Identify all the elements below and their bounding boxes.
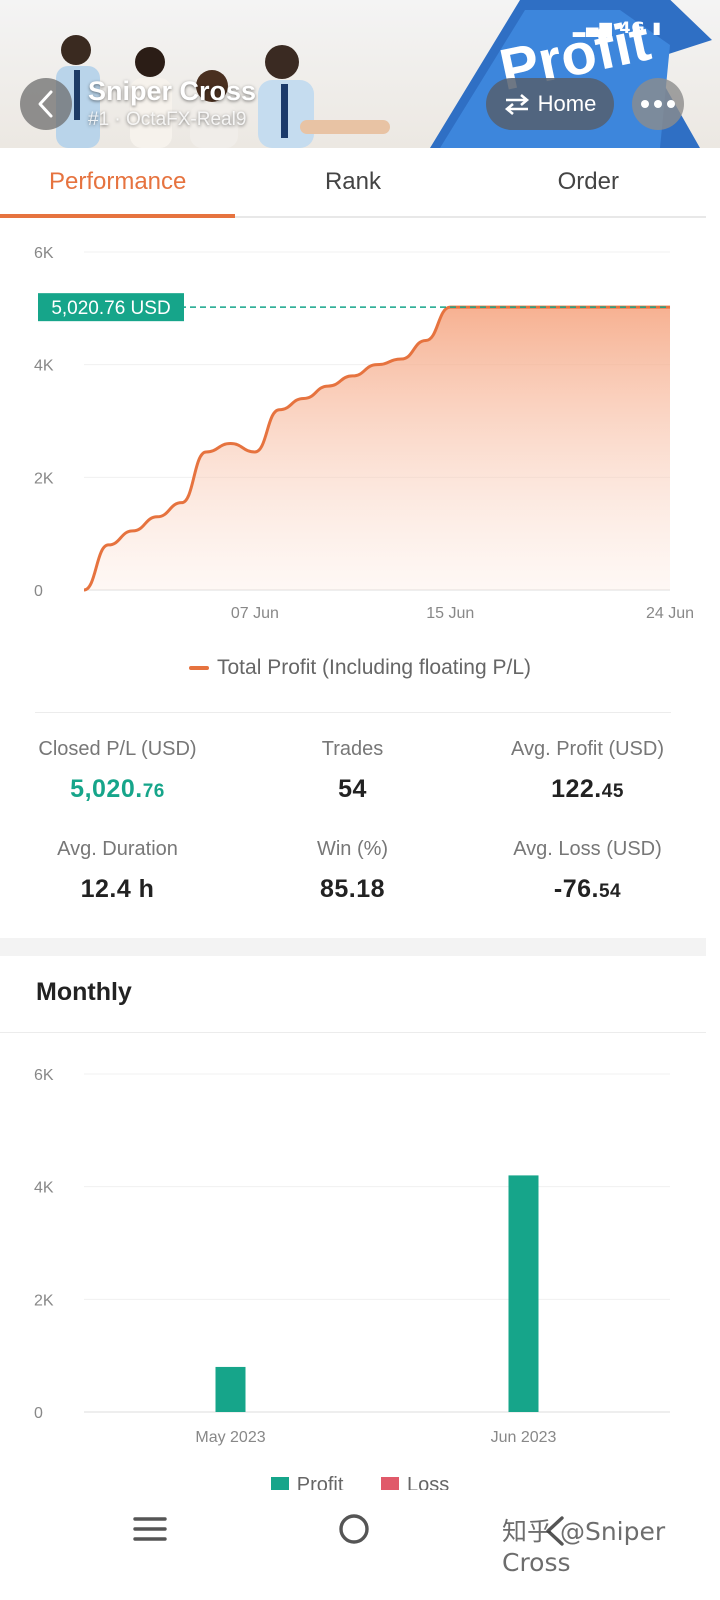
stat-label: Trades xyxy=(321,738,384,760)
stat-label: Avg. Profit (USD) xyxy=(511,738,664,760)
y-tick-label: 6K xyxy=(34,1067,54,1084)
stat-label: Avg. Loss (USD) xyxy=(513,838,662,860)
back-button[interactable] xyxy=(20,78,72,130)
x-tick-label: 24 Jun xyxy=(646,605,694,622)
stat-trades: Trades 54 xyxy=(235,738,470,804)
switch-arrows-icon xyxy=(504,94,529,115)
section-divider xyxy=(35,712,671,713)
header-banner: Profit ▂▄▆ 4G ▮ Sniper Cross #1 · OctaFX… xyxy=(0,0,720,148)
watermark: 知乎 @Sniper Cross xyxy=(502,1517,666,1577)
value-int: -76. xyxy=(553,875,599,903)
monthly-bar-chart: 0 2K 4K 6K May 2023 Jun 2023 xyxy=(34,1067,670,1446)
stat-value: 12.4 h xyxy=(80,875,155,903)
status-bar: ▂▄▆ 4G ▮ xyxy=(573,18,662,37)
stat-avg-loss: Avg. Loss (USD) -76.54 xyxy=(470,838,705,904)
tab-performance[interactable]: Performance xyxy=(0,148,236,218)
y-tick-label: 0 xyxy=(34,1405,43,1422)
line-chart-legend: Total Profit (Including floating P/L) xyxy=(0,656,720,680)
home-circle-icon[interactable] xyxy=(337,1512,371,1546)
y-tick-label: 4K xyxy=(34,358,54,375)
monthly-section-title: Monthly xyxy=(36,978,132,1006)
value-int: 122. xyxy=(551,775,602,803)
strategy-account: #1 · OctaFX-Real9 xyxy=(88,109,247,130)
bar-chart-legend: Profit Loss xyxy=(0,1474,720,1490)
more-dots-icon xyxy=(641,100,675,108)
strategy-name: Sniper Cross xyxy=(88,76,257,106)
more-button[interactable] xyxy=(632,78,684,130)
legend-swatch-loss xyxy=(381,1476,399,1490)
stat-closed-pl: Closed P/L (USD) 5,020.76 xyxy=(0,738,235,804)
section-separator xyxy=(0,938,706,956)
legend-label-profit: Profit xyxy=(296,1474,344,1490)
stat-avg-profit: Avg. Profit (USD) 122.45 xyxy=(470,738,705,804)
bar-profit xyxy=(215,1366,246,1412)
x-tick-label: 15 Jun xyxy=(426,605,474,622)
legend-swatch-total-profit xyxy=(189,666,209,671)
y-tick-label: 2K xyxy=(34,470,54,487)
monthly-title-divider xyxy=(0,1032,706,1033)
stat-label: Closed P/L (USD) xyxy=(38,738,197,760)
home-button[interactable]: Home xyxy=(486,78,614,130)
y-tick-label: 2K xyxy=(34,1292,54,1309)
back-chevron-icon[interactable] xyxy=(540,1514,570,1548)
legend-item-profit[interactable]: Profit xyxy=(270,1474,344,1490)
menu-icon[interactable] xyxy=(133,1514,167,1544)
legend-label-loss: Loss xyxy=(407,1474,450,1490)
stat-value: 85.18 xyxy=(319,875,386,903)
value-int: 5,020. xyxy=(70,775,143,803)
chevron-left-icon xyxy=(38,90,53,118)
total-profit-chart: 0 2K 4K 6K 07 Jun 15 Jun 24 Jun 5,020.76 USD xyxy=(34,245,694,622)
stat-value: 122.45 xyxy=(470,775,705,804)
home-button-label: Home xyxy=(537,91,597,116)
stat-value: 54 xyxy=(338,775,367,803)
value-dec: 54 xyxy=(598,881,622,902)
y-tick-label: 6K xyxy=(34,245,54,262)
stat-avg-duration: Avg. Duration 12.4 h xyxy=(0,838,235,904)
stat-label: Avg. Duration xyxy=(57,838,178,860)
x-tick-label: 07 Jun xyxy=(231,605,279,622)
strategy-title-block: Sniper Cross #1 · OctaFX-Real9 xyxy=(88,76,256,131)
y-tick-label: 4K xyxy=(34,1180,54,1197)
battery-icon: ▮ xyxy=(652,18,662,37)
current-value-badge xyxy=(38,293,184,322)
y-tick-label: 0 xyxy=(34,583,43,600)
tab-order[interactable]: Order xyxy=(557,168,619,195)
stat-value: -76.54 xyxy=(470,875,705,904)
x-tick-label: May 2023 xyxy=(195,1429,265,1446)
tab-rank[interactable]: Rank xyxy=(324,168,381,195)
legend-label-total-profit: Total Profit (Including floating P/L) xyxy=(217,656,531,679)
stat-label: Win (%) xyxy=(316,838,389,860)
legend-swatch-profit xyxy=(270,1476,289,1490)
network-label: 4G xyxy=(619,18,646,37)
legend-item-loss[interactable]: Loss xyxy=(381,1474,449,1490)
tab-bar: Performance Rank Order xyxy=(0,148,706,218)
area-fill-total-profit xyxy=(84,307,670,590)
system-navigation-bar xyxy=(0,1492,720,1600)
value-dec: 76 xyxy=(142,781,165,802)
stat-win-rate: Win (%) 85.18 xyxy=(235,838,470,904)
stat-value: 5,020.76 xyxy=(0,775,235,804)
current-value-label: 5,020.76 USD xyxy=(51,298,170,319)
x-tick-label: Jun 2023 xyxy=(491,1429,557,1446)
bar-profit xyxy=(508,1175,539,1412)
value-dec: 45 xyxy=(601,781,624,802)
signal-icon: ▂▄▆ xyxy=(572,18,613,37)
